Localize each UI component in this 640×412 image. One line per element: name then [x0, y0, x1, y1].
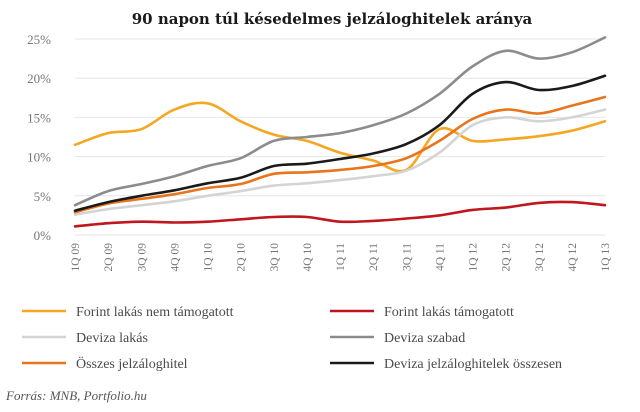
- x-tick-label: 1Q 12: [468, 243, 480, 272]
- legend-item: Deviza jelzáloghitelek összesen: [330, 357, 562, 372]
- x-tick-label: 3Q 12: [534, 243, 546, 272]
- x-tick-label: 1Q 11: [335, 243, 347, 271]
- legend-label: Deviza szabad: [384, 331, 465, 346]
- x-tick-label: 3Q 10: [269, 243, 281, 272]
- x-tick-label: 1Q 09: [70, 243, 82, 272]
- series-line-1: [73, 101, 607, 173]
- series-line-4: [73, 36, 607, 207]
- plot-area: [73, 36, 607, 228]
- x-tick-label: 3Q 11: [401, 243, 413, 271]
- legend-item: Deviza szabad: [330, 331, 465, 346]
- x-tick-label: 1Q 13: [600, 243, 612, 272]
- legend-label: Forint lakás nem támogatott: [76, 305, 234, 320]
- legend: Forint lakás nem támogatott Forint lakás …: [22, 305, 562, 372]
- x-tick-label: 4Q 09: [169, 243, 181, 272]
- x-tick-label: 2Q 09: [103, 243, 115, 272]
- legend-item: Forint lakás támogatott: [330, 305, 514, 320]
- y-tick-label: 15%: [27, 110, 51, 125]
- legend-label: Összes jelzáloghitel: [76, 355, 188, 372]
- y-tick-label: 0%: [34, 228, 52, 243]
- x-tick-label: 4Q 12: [567, 243, 579, 272]
- x-tick-label: 4Q 11: [434, 243, 446, 271]
- series-line-5: [73, 95, 607, 214]
- x-tick-label: 2Q 12: [501, 243, 513, 272]
- legend-label: Deviza jelzáloghitelek összesen: [384, 357, 562, 372]
- y-axis: 0% 5% 10% 15% 20% 25%: [27, 32, 51, 243]
- x-tick-label: 2Q 11: [368, 243, 380, 271]
- y-tick-label: 5%: [34, 189, 52, 204]
- x-tick-label: 4Q 10: [302, 243, 314, 272]
- x-tick-label: 2Q 10: [236, 243, 248, 272]
- y-tick-label: 25%: [27, 32, 51, 47]
- legend-item: Összes jelzáloghitel: [22, 355, 188, 372]
- y-tick-label: 20%: [27, 71, 51, 86]
- series-line-3: [73, 108, 607, 216]
- series-line-6: [73, 74, 607, 212]
- legend-label: Deviza lakás: [76, 331, 148, 346]
- legend-item: Deviza lakás: [22, 331, 148, 346]
- y-tick-label: 10%: [27, 150, 51, 165]
- series-line-2: [73, 200, 607, 228]
- legend-item: Forint lakás nem támogatott: [22, 305, 234, 320]
- chart-title: 90 napon túl késedelmes jelzáloghitelek …: [132, 10, 533, 28]
- x-axis: 1Q 09 2Q 09 3Q 09 4Q 09 1Q 10 2Q 10 3Q 10 4Q 10…: [70, 243, 612, 272]
- x-tick-label: 3Q 09: [136, 243, 148, 272]
- legend-label: Forint lakás támogatott: [384, 305, 514, 320]
- source-note: Forrás: MNB, Portfolio.hu: [5, 388, 147, 403]
- x-tick-label: 1Q 10: [203, 243, 215, 272]
